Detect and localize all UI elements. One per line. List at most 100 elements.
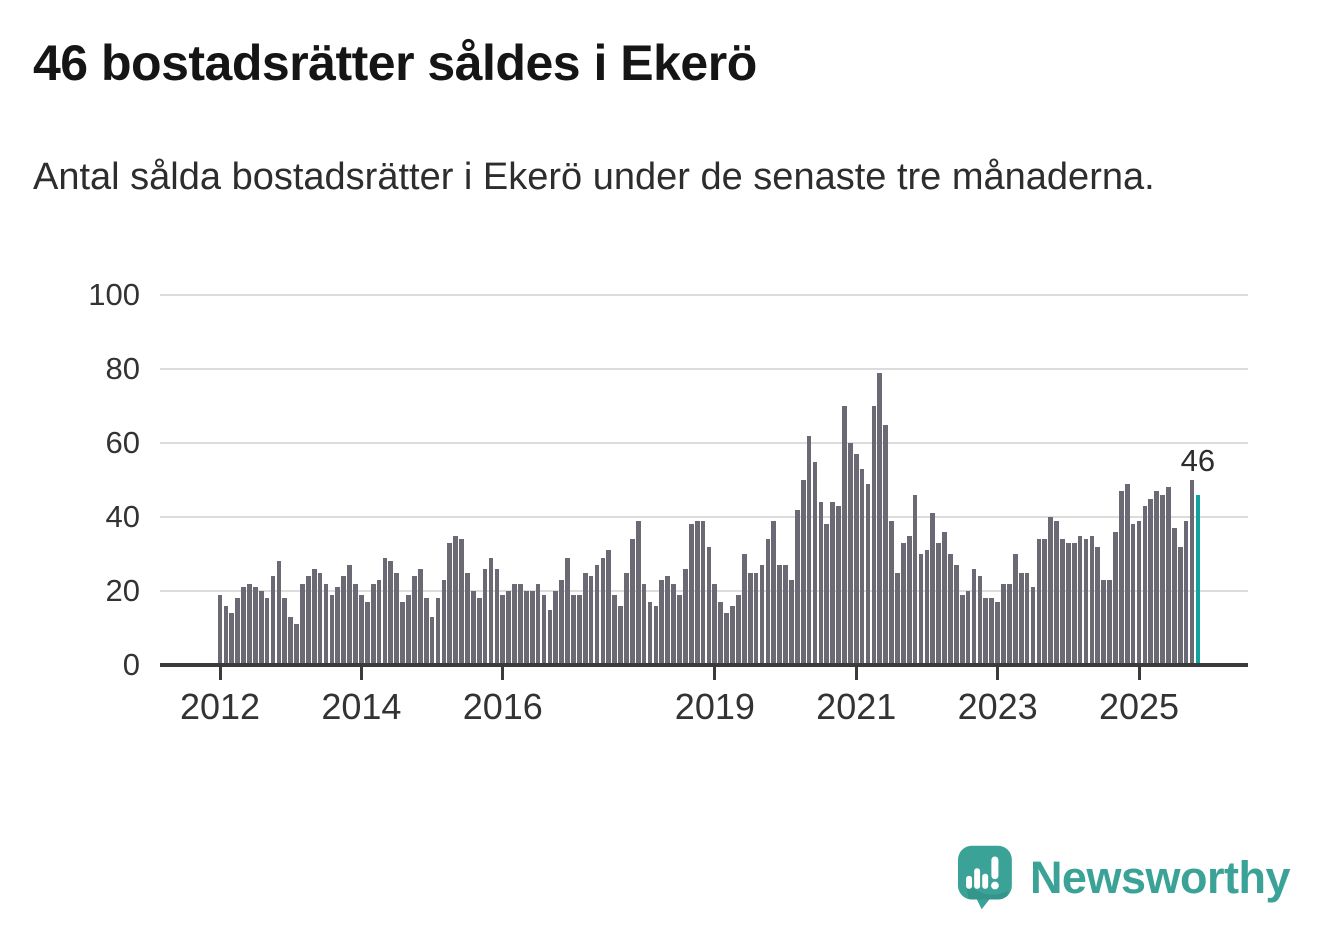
- bar: [948, 554, 953, 665]
- bar: [571, 594, 576, 665]
- bar: [264, 598, 270, 665]
- bar: [518, 583, 523, 665]
- bar: [995, 602, 1000, 665]
- bar: [901, 542, 906, 665]
- newsworthy-logo-icon: [957, 845, 1012, 910]
- bar: [930, 513, 936, 665]
- bar: [1189, 480, 1195, 665]
- bar: [1177, 546, 1183, 665]
- bar: [1142, 505, 1148, 665]
- brand-name: Newsworthy: [1029, 852, 1291, 903]
- bar: [565, 557, 570, 665]
- bar: [553, 591, 559, 665]
- bar: [800, 480, 806, 665]
- bar: [771, 520, 777, 665]
- bar: [1130, 524, 1136, 665]
- bar: [459, 539, 464, 665]
- bar: [370, 583, 376, 665]
- page-title: 46 bostadsrätter såldes i Ekerö: [33, 35, 757, 91]
- bar: [1089, 535, 1095, 665]
- bar: [741, 554, 747, 665]
- bar: [783, 565, 788, 665]
- x-axis-label: 2023: [957, 686, 1038, 727]
- bar: [777, 565, 782, 665]
- bar: [547, 609, 553, 665]
- bar: [794, 509, 800, 665]
- bar: [1018, 572, 1024, 665]
- bar: [977, 576, 983, 665]
- bar: [1183, 520, 1189, 665]
- bar: [1054, 520, 1059, 665]
- bar: [889, 520, 894, 665]
- x-axis-line: [160, 663, 1248, 667]
- bar: [700, 520, 706, 665]
- bar: [624, 572, 629, 665]
- bar: [1113, 531, 1118, 665]
- bar: [506, 591, 511, 665]
- x-axis-label: 2019: [674, 686, 755, 727]
- bar: [924, 550, 930, 665]
- bar: [635, 520, 641, 665]
- bar: [329, 594, 335, 665]
- bar: [683, 568, 688, 665]
- bar: [241, 587, 246, 665]
- bar: [229, 613, 235, 665]
- bar: [394, 572, 400, 665]
- x-axis-tick: [218, 667, 222, 680]
- chart-subtitle: Antal sålda bostadsrätter i Ekerö under …: [33, 156, 1155, 198]
- bar: [1024, 572, 1030, 665]
- bar: [612, 594, 618, 665]
- bar: [559, 579, 565, 665]
- bar: [282, 598, 288, 665]
- bar: [883, 424, 889, 665]
- bar: [677, 594, 682, 665]
- bar: [824, 524, 830, 665]
- bar: [895, 572, 900, 665]
- bar: [942, 531, 947, 665]
- bar: [912, 494, 918, 665]
- bar: [712, 583, 718, 665]
- bar: [388, 561, 394, 665]
- bar: [812, 461, 818, 665]
- bar: [476, 598, 482, 665]
- x-axis-tick: [996, 667, 1000, 680]
- bar: [323, 583, 329, 665]
- x-axis-label: 2012: [179, 686, 261, 727]
- bar: [983, 598, 989, 665]
- bar: [918, 554, 924, 665]
- bar: [435, 598, 441, 665]
- bar: [618, 605, 623, 665]
- bar: [1124, 483, 1130, 665]
- bar: [965, 591, 971, 665]
- bar: [1007, 583, 1012, 665]
- bar: [577, 594, 582, 665]
- bar: [1042, 539, 1048, 665]
- bar: [759, 565, 765, 665]
- bar: [1065, 542, 1071, 665]
- bar: [453, 535, 458, 665]
- bar: [694, 520, 700, 665]
- bar: [535, 583, 541, 665]
- x-axis-label: 2021: [816, 686, 897, 727]
- bar: [523, 591, 529, 665]
- bar: [423, 598, 429, 665]
- gridline: [160, 368, 1248, 370]
- bar: [441, 579, 447, 665]
- bar: [217, 594, 223, 665]
- bar: [1071, 542, 1077, 665]
- bar: [406, 594, 411, 665]
- bar: [842, 406, 847, 665]
- bar: [382, 557, 388, 665]
- bar: [954, 565, 959, 665]
- bar: [971, 568, 977, 665]
- bar: [347, 565, 352, 665]
- bar: [818, 502, 824, 665]
- bar: [488, 557, 494, 665]
- bar: [276, 561, 282, 665]
- bar: [482, 568, 488, 665]
- x-axis-label: 2025: [1098, 686, 1180, 727]
- bar: [647, 602, 653, 665]
- bar: [465, 572, 470, 665]
- bar: [288, 616, 294, 665]
